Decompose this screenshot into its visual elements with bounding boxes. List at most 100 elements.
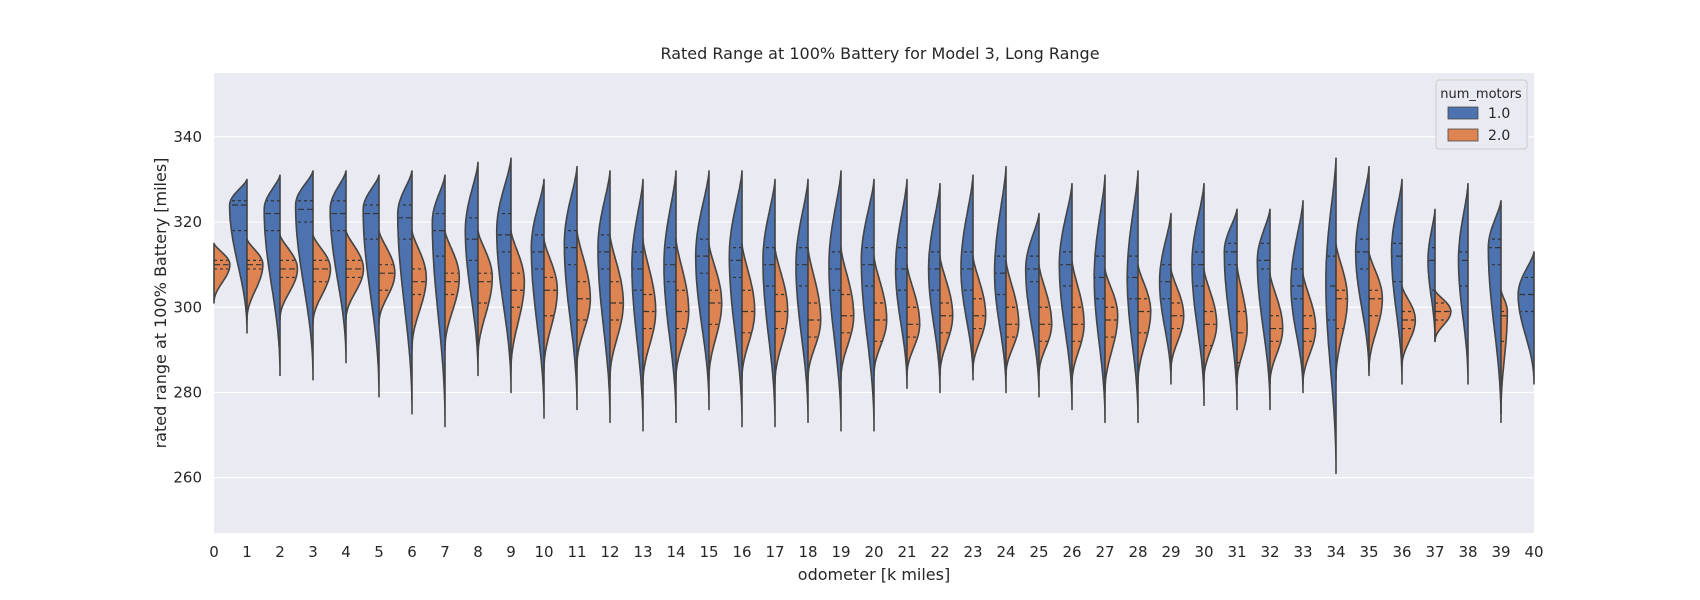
violin-body [1223, 208, 1238, 411]
violin-2.0-27 [1104, 268, 1119, 394]
violin-2.0-24 [1005, 259, 1020, 377]
x-tick-13: 13 [633, 543, 652, 561]
violin-2.0-29 [1170, 268, 1185, 372]
violin-1.0-35 [1354, 165, 1370, 377]
violin-body [1290, 199, 1304, 394]
violin-1.0-10 [530, 178, 545, 419]
violin-2.0-17 [774, 246, 789, 385]
violin-body [362, 174, 380, 398]
x-tick-7: 7 [440, 543, 450, 561]
violin-2.0-23 [972, 255, 987, 372]
x-tick-1: 1 [242, 543, 252, 561]
violin-body [840, 246, 855, 381]
violin-1.0-34 [1325, 157, 1337, 475]
violin-2.0-21 [906, 263, 921, 377]
violin-body [246, 238, 264, 321]
violin-1.0-2 [263, 174, 281, 377]
violin-body [1170, 268, 1185, 372]
violin-body [1256, 208, 1271, 411]
violin-1.0-7 [431, 174, 446, 428]
violin-body [329, 170, 347, 364]
y-tick-340: 340 [173, 128, 202, 146]
x-tick-16: 16 [732, 543, 751, 561]
violin-2.0-11 [576, 229, 592, 368]
violin-body [464, 161, 479, 377]
legend-swatch-1 [1447, 106, 1479, 120]
violin-1.0-31 [1223, 208, 1238, 411]
violin-body [1093, 174, 1106, 424]
violin-body [807, 246, 822, 381]
x-tick-34: 34 [1326, 543, 1345, 561]
violins [213, 157, 1535, 475]
violin-body [1137, 263, 1152, 385]
violin-body [1158, 212, 1172, 385]
violin-2.0-20 [873, 255, 888, 377]
y-tick-320: 320 [173, 213, 202, 231]
violin-1.0-20 [860, 178, 875, 432]
violin-2.0-28 [1137, 263, 1152, 385]
violin-1.0-4 [329, 170, 347, 364]
violin-1.0-29 [1158, 212, 1172, 385]
x-tick-39: 39 [1491, 543, 1510, 561]
x-tick-labels: 0 1 2 3 4 5 6 7 8 9 10 11 12 13 14 15 16 17 18 19 20 21 22 23 24… [209, 543, 1543, 561]
violin-1.0-24 [993, 165, 1007, 394]
violin-body [631, 178, 644, 432]
violin-body [1487, 199, 1502, 424]
violin-body [762, 178, 776, 428]
violin-body [597, 170, 611, 424]
violin-body [1203, 268, 1218, 381]
violin-2.0-3 [312, 234, 332, 326]
violin-body [1191, 182, 1205, 407]
violin-1.0-9 [495, 157, 512, 394]
x-tick-6: 6 [407, 543, 417, 561]
y-tick-280: 280 [173, 383, 202, 401]
violin-1.0-6 [396, 170, 413, 415]
violin-body [708, 242, 723, 381]
x-tick-29: 29 [1161, 543, 1180, 561]
x-tick-30: 30 [1194, 543, 1213, 561]
violin-body [939, 255, 954, 377]
x-tick-31: 31 [1227, 543, 1246, 561]
violin-1.0-5 [362, 174, 380, 398]
legend-label-2: 2.0 [1488, 128, 1510, 144]
violin-body [396, 170, 413, 415]
violin-1.0-40 [1517, 251, 1535, 385]
violin-2.0-16 [741, 242, 756, 381]
violin-body [1071, 259, 1085, 385]
violin-2.0-14 [675, 238, 690, 381]
x-tick-21: 21 [897, 543, 916, 561]
violin-2.0-22 [939, 255, 954, 377]
violin-1.0-25 [1024, 212, 1040, 398]
violin-1.0-27 [1093, 174, 1106, 424]
violin-1.0-18 [795, 178, 809, 424]
violin-1.0-14 [663, 170, 677, 424]
x-tick-19: 19 [831, 543, 850, 561]
violin-body [477, 229, 494, 360]
x-tick-9: 9 [506, 543, 516, 561]
violin-1.0-38 [1457, 182, 1469, 385]
x-tick-22: 22 [930, 543, 949, 561]
x-tick-17: 17 [765, 543, 784, 561]
violin-1.0-37 [1427, 208, 1436, 343]
violin-1.0-1 [228, 178, 248, 334]
x-tick-40: 40 [1524, 543, 1543, 561]
violin-body [906, 263, 921, 377]
violin-2.0-7 [444, 229, 461, 351]
violin-body [993, 165, 1007, 394]
violin-1.0-3 [294, 170, 314, 381]
violin-1.0-21 [894, 178, 908, 389]
violin-2.0-15 [708, 242, 723, 381]
violin-2.0-5 [378, 229, 396, 326]
violin-body [1354, 165, 1370, 377]
violin-body [1457, 182, 1469, 385]
violin-body [663, 170, 677, 424]
y-axis-label: rated range at 100% Battery [miles] [151, 158, 170, 449]
violin-1.0-28 [1126, 170, 1139, 424]
x-tick-25: 25 [1029, 543, 1048, 561]
violin-body [576, 229, 592, 368]
violin-body [1005, 259, 1020, 377]
violin-body [642, 238, 657, 385]
violin-body [444, 229, 461, 351]
violin-body [1517, 251, 1535, 385]
